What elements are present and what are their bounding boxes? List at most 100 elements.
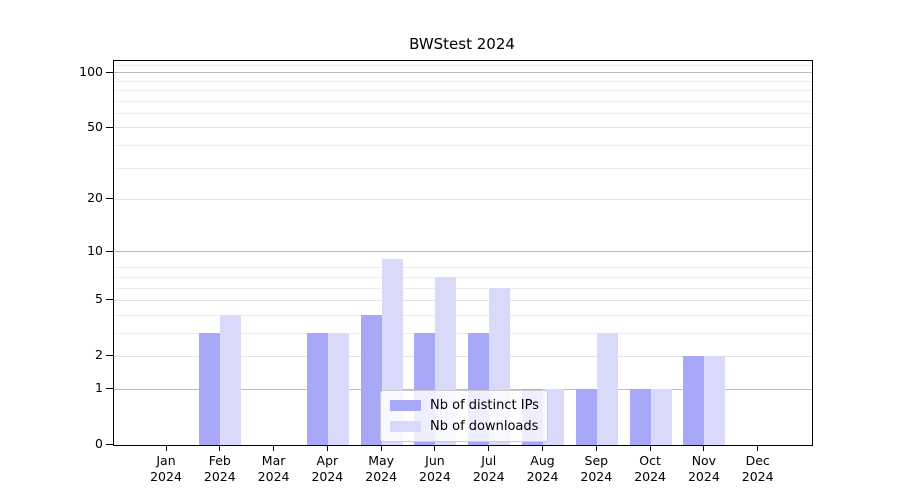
x-tick-label: Jan 2024 xyxy=(131,453,201,485)
x-tick-label: Oct 2024 xyxy=(615,453,685,485)
x-tick-month: Apr xyxy=(316,453,339,468)
x-tick-month: Jul xyxy=(481,453,497,468)
x-tick-label: Dec 2024 xyxy=(723,453,793,485)
plot-area: Nb of distinct IPs Nb of downloads xyxy=(113,60,813,446)
bar-distinct-ips xyxy=(683,356,705,445)
major-gridline xyxy=(114,355,812,357)
x-tick-month: Nov xyxy=(691,453,717,468)
chart-title: BWStest 2024 xyxy=(409,35,515,53)
minor-gridline xyxy=(114,287,812,289)
legend: Nb of distinct IPs Nb of downloads xyxy=(380,390,548,442)
bar-distinct-ips xyxy=(360,315,382,445)
legend-label-downloads: Nb of downloads xyxy=(430,419,539,434)
minor-gridline xyxy=(114,167,812,169)
minor-gridline xyxy=(114,332,812,334)
major-gridline xyxy=(114,198,812,200)
x-tick-year: 2024 xyxy=(203,469,236,484)
y-tick-label: 5 xyxy=(95,291,103,307)
x-tick-month: Aug xyxy=(530,453,555,468)
x-tick-month: Dec xyxy=(745,453,770,468)
legend-swatch-distinct-ips xyxy=(390,400,421,411)
y-tick-mark xyxy=(106,388,113,390)
x-tick-mark xyxy=(380,445,382,451)
x-tick-year: 2024 xyxy=(741,469,774,484)
x-tick-month: May xyxy=(368,453,395,468)
major-gridline xyxy=(114,299,812,301)
x-tick-mark xyxy=(273,445,275,451)
minor-gridline xyxy=(114,64,812,66)
x-tick-label: Mar 2024 xyxy=(239,453,309,485)
y-tick-label: 20 xyxy=(87,190,103,206)
bar-distinct-ips xyxy=(575,389,597,445)
bar-distinct-ips xyxy=(629,389,651,445)
minor-gridline xyxy=(114,145,812,146)
x-tick-mark xyxy=(649,445,651,451)
power-gridline xyxy=(114,72,812,74)
x-tick-month: Mar xyxy=(261,453,286,468)
x-tick-year: 2024 xyxy=(419,469,451,484)
minor-gridline xyxy=(114,90,812,92)
bar-downloads xyxy=(327,333,349,445)
bar-downloads xyxy=(650,389,672,445)
y-tick-mark xyxy=(106,250,113,252)
bar-downloads xyxy=(543,389,565,445)
x-tick-mark xyxy=(595,445,597,451)
x-tick-year: 2024 xyxy=(580,469,613,484)
x-tick-month: Feb xyxy=(208,453,231,468)
x-tick-mark xyxy=(219,445,221,451)
bar-distinct-ips xyxy=(306,333,328,445)
minor-gridline xyxy=(114,267,812,269)
x-tick-year: 2024 xyxy=(257,469,290,484)
legend-entry-distinct-ips: Nb of distinct IPs xyxy=(390,398,539,413)
bar-downloads xyxy=(220,315,242,445)
x-tick-label: Aug 2024 xyxy=(508,453,578,485)
x-tick-month: Sep xyxy=(584,453,609,468)
minor-gridline xyxy=(114,112,812,114)
y-tick-mark xyxy=(106,355,113,357)
x-tick-month: Jan xyxy=(156,453,176,468)
y-tick-label: 2 xyxy=(95,347,103,363)
x-tick-label: May 2024 xyxy=(346,453,416,485)
x-tick-mark xyxy=(542,445,544,451)
legend-swatch-downloads xyxy=(390,421,421,432)
y-tick-label: 1 xyxy=(95,380,103,396)
minor-gridline xyxy=(114,314,812,316)
legend-entry-downloads: Nb of downloads xyxy=(390,419,539,434)
power-gridline xyxy=(114,388,812,390)
y-tick-mark xyxy=(106,198,113,200)
x-tick-year: 2024 xyxy=(150,469,182,484)
y-tick-mark xyxy=(106,299,113,301)
bar-distinct-ips xyxy=(199,333,221,445)
y-tick-mark xyxy=(106,71,113,73)
x-tick-label: Sep 2024 xyxy=(561,453,631,485)
y-tick-label: 0 xyxy=(95,436,103,451)
y-tick-label: 50 xyxy=(87,118,103,134)
bar-downloads xyxy=(704,356,726,445)
power-gridline xyxy=(114,251,812,253)
x-tick-year: 2024 xyxy=(472,469,505,484)
x-tick-year: 2024 xyxy=(687,469,720,484)
y-tick-mark xyxy=(106,444,113,445)
x-tick-year: 2024 xyxy=(634,469,667,484)
bar-downloads xyxy=(596,333,618,445)
x-tick-month: Oct xyxy=(639,453,661,468)
y-tick-label: 100 xyxy=(79,63,103,79)
x-tick-label: Jun 2024 xyxy=(400,453,470,485)
x-tick-label: Nov 2024 xyxy=(669,453,739,485)
minor-gridline xyxy=(114,100,812,102)
minor-gridline xyxy=(114,80,812,82)
x-tick-mark xyxy=(165,445,167,451)
y-tick-mark xyxy=(106,126,113,128)
x-tick-label: Apr 2024 xyxy=(292,453,362,485)
y-tick-label: 10 xyxy=(87,242,103,258)
x-tick-month: Jun xyxy=(425,453,445,468)
x-tick-mark xyxy=(703,445,705,451)
x-tick-label: Jul 2024 xyxy=(454,453,524,485)
legend-label-distinct-ips: Nb of distinct IPs xyxy=(430,398,539,413)
x-tick-mark xyxy=(757,445,759,451)
x-tick-mark xyxy=(488,445,490,451)
minor-gridline xyxy=(114,276,812,278)
x-tick-year: 2024 xyxy=(526,469,559,484)
major-gridline xyxy=(114,127,812,129)
